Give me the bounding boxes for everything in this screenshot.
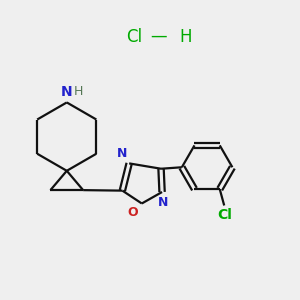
Text: H: H (74, 85, 84, 98)
Text: N: N (158, 196, 168, 208)
Text: O: O (128, 206, 138, 219)
Text: N: N (117, 147, 128, 161)
Text: Cl: Cl (217, 208, 232, 222)
Text: —: — (151, 27, 167, 45)
Text: N: N (61, 85, 73, 99)
Text: H: H (180, 28, 192, 46)
Text: Cl: Cl (126, 28, 142, 46)
